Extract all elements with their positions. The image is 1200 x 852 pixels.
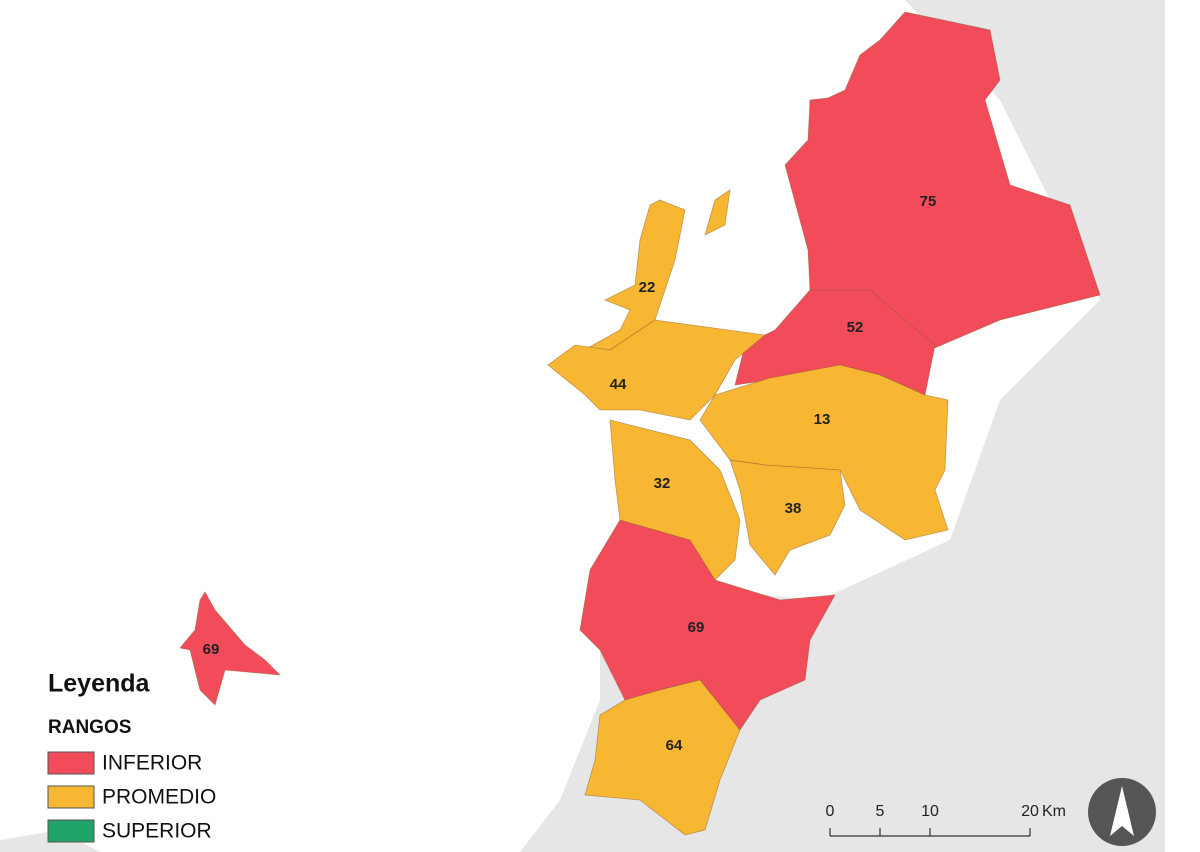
region-label: 44	[610, 376, 627, 393]
region	[574, 199, 686, 356]
north-arrow-needle	[1110, 786, 1134, 836]
region-label: 69	[688, 619, 705, 636]
scale-label: 20	[1021, 803, 1039, 820]
scale-label: 10	[921, 803, 939, 820]
legend-label: PROMEDIO	[102, 786, 216, 809]
legend-swatch	[47, 751, 95, 775]
region-label: 69	[203, 641, 220, 658]
legend-swatch	[47, 819, 95, 843]
region	[579, 519, 836, 731]
legend-subtitle: RANGOS	[48, 717, 131, 738]
region-label: 13	[814, 411, 831, 428]
region	[584, 679, 741, 836]
region	[609, 419, 741, 581]
scale-bar: 0 5 10 20 Km	[826, 803, 1066, 837]
region-label: 75	[920, 193, 937, 210]
legend-swatch	[47, 785, 95, 809]
legend: INFERIOR PROMEDIO SUPERIOR	[47, 751, 216, 843]
region-label: 38	[785, 500, 802, 517]
scale-label: 5	[876, 803, 885, 820]
scale-unit: Km	[1042, 803, 1066, 820]
region	[729, 459, 846, 576]
legend-label: SUPERIOR	[102, 820, 212, 843]
region	[704, 189, 731, 236]
regions	[179, 11, 1101, 836]
region-label: 22	[639, 279, 656, 296]
region	[547, 319, 766, 421]
scale-label: 0	[826, 803, 835, 820]
region-label: 32	[654, 475, 671, 492]
legend-title: Leyenda	[48, 670, 151, 698]
region-label: 64	[666, 737, 683, 754]
legend-label: INFERIOR	[102, 752, 202, 775]
region-label: 52	[847, 319, 864, 336]
region	[179, 591, 282, 706]
